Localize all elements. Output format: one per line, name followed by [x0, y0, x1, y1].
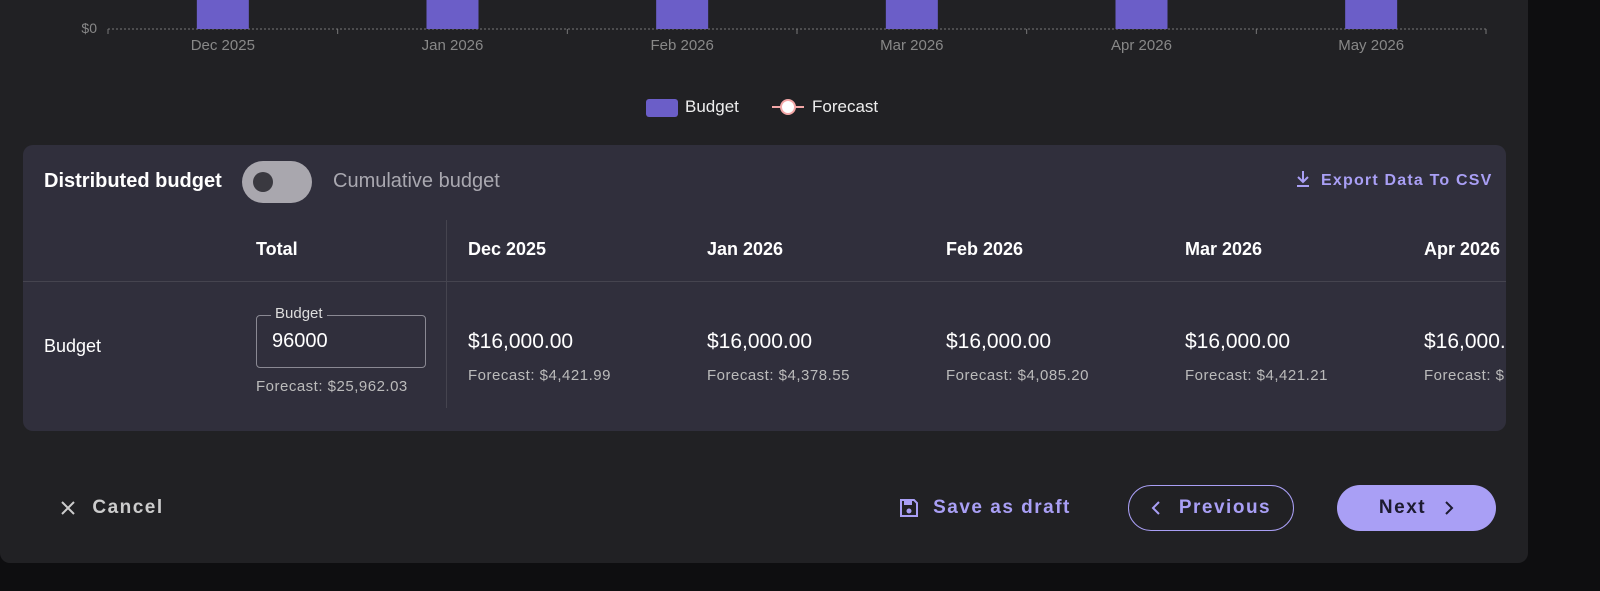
x-tick-label: Apr 2026	[1111, 37, 1172, 54]
bar	[1115, 0, 1168, 29]
toggle[interactable]	[242, 161, 312, 203]
bar	[656, 0, 709, 29]
cancel-button[interactable]: Cancel	[52, 485, 172, 531]
column-header: Jan 2026	[707, 239, 784, 259]
chevron-left	[1151, 501, 1160, 515]
export-button[interactable]: Export Data To CSV	[1295, 170, 1493, 190]
bar	[1345, 0, 1398, 29]
bar	[196, 0, 249, 29]
cell-value: $16,000.00	[1185, 330, 1291, 353]
divider	[446, 220, 447, 408]
cell-value: $16,000.00	[468, 330, 574, 353]
divider	[23, 281, 1506, 282]
cell-forecast: Forecast: $4,085.20	[946, 367, 1089, 384]
budget-input[interactable]: 96000	[256, 315, 426, 368]
cell-forecast: Forecast: $4,378.55	[707, 367, 850, 384]
column-header: Apr 2026	[1424, 239, 1501, 259]
x-tick-label: Jan 2026	[422, 37, 484, 54]
column-header: Mar 2026	[1185, 239, 1263, 259]
cell-value: $16,000.00	[946, 330, 1052, 353]
save-draft-button[interactable]: Save as draft	[895, 485, 1075, 531]
download-icon	[1297, 171, 1309, 187]
x-tick-label: Feb 2026	[650, 37, 713, 54]
input-label: Budget	[271, 305, 327, 322]
toggle-label: Distributed budget	[44, 170, 222, 192]
column-header: Total	[256, 239, 298, 259]
legend-swatch	[646, 99, 678, 117]
legend-label: Forecast	[812, 97, 878, 116]
legend-label: Budget	[685, 97, 739, 116]
cell-value: $16,000.00	[707, 330, 813, 353]
previous-button[interactable]: Previous	[1128, 485, 1294, 531]
close-icon	[61, 501, 76, 515]
column-header: Dec 2025	[468, 239, 547, 259]
row-label: Budget	[44, 336, 102, 356]
cell-value: $16,000.00	[1424, 330, 1506, 353]
x-tick-label: Mar 2026	[880, 37, 943, 54]
budget-panel: Distributed budget Cumulative budget Exp…	[23, 145, 1506, 431]
cell-forecast: Forecast: $4,421.99	[468, 367, 611, 384]
save-icon	[900, 499, 919, 517]
modal: $0 Budget Forecast Dec 2025 Jan 2026 Feb 2…	[0, 0, 1528, 563]
input-value: 96000	[272, 330, 328, 352]
toggle-knob	[253, 172, 273, 192]
legend-marker	[780, 99, 796, 115]
cell-forecast: Forecast: $4,421.21	[1185, 367, 1328, 384]
toggle-label: Cumulative budget	[333, 170, 500, 192]
total-forecast: Forecast: $25,962.03	[256, 378, 408, 395]
next-label: Next	[1378, 497, 1427, 518]
x-tick-label: Dec 2025	[191, 37, 255, 54]
bar	[885, 0, 938, 29]
export-label: Export Data To CSV	[1321, 172, 1493, 189]
previous-label: Previous	[1178, 497, 1272, 518]
chart: $0 Budget Forecast Dec 2025 Jan 2026 Feb 2…	[81, 0, 1487, 117]
x-tick-label: May 2026	[1338, 37, 1404, 54]
chevron-right	[1445, 501, 1454, 515]
next-button[interactable]: Next	[1337, 485, 1496, 531]
cell-forecast: Forecast: $	[1424, 367, 1505, 384]
bar	[426, 0, 479, 29]
y-tick-label: $0	[81, 20, 97, 36]
cancel-label: Cancel	[92, 497, 164, 518]
column-header: Feb 2026	[946, 239, 1024, 259]
save-draft-label: Save as draft	[933, 497, 1071, 518]
